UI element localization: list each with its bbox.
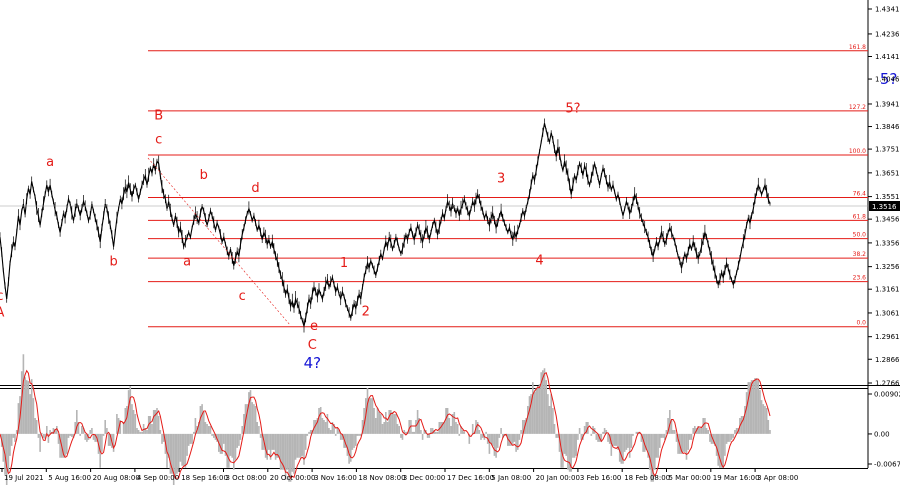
price-tick-label: 1.2866 bbox=[875, 356, 900, 364]
osc-tick-label: 0.00 bbox=[874, 430, 890, 438]
time-tick-label: 5 Mar 00:00 bbox=[669, 474, 711, 482]
price-axis: 1.4341 1.4236 1.4141 1.4046 1.3941 1.3846 1.37… bbox=[868, 6, 900, 388]
price-tick-label: 1.2961 bbox=[875, 333, 900, 341]
price-tick-label: 1.3941 bbox=[875, 100, 900, 108]
time-tick-label: 5 Aug 16:00 bbox=[48, 474, 91, 482]
time-tick-label: 3 Nov 16:00 bbox=[314, 474, 357, 482]
price-tick-label: 1.3651 bbox=[875, 169, 900, 177]
price-tick-label: 1.4341 bbox=[875, 6, 900, 14]
wave-label: 4? bbox=[304, 354, 322, 372]
current-price-box bbox=[869, 201, 900, 211]
price-tick-label: 1.3751 bbox=[875, 146, 900, 154]
time-tick-label: 18 Feb 08:00 bbox=[624, 474, 670, 482]
time-tick-label: 3 Dec 00:00 bbox=[403, 474, 446, 482]
time-tick-label: 18 Nov 08:00 bbox=[358, 474, 405, 482]
osc-tick-label: -0.00679 bbox=[874, 461, 900, 469]
price-tick-label: 1.3846 bbox=[875, 123, 900, 131]
wave-label: a bbox=[183, 255, 191, 270]
price-tick-label: 1.3256 bbox=[875, 263, 900, 271]
price-tick-label: 1.3456 bbox=[875, 216, 900, 224]
wave-label: 3 bbox=[497, 172, 505, 187]
time-tick-label: 19 Jul 2021 bbox=[4, 474, 44, 482]
time-tick-label: 3 Feb 16:00 bbox=[580, 474, 621, 482]
fib-level-label: 127.2 bbox=[849, 104, 866, 111]
wave-label: b bbox=[200, 168, 208, 183]
osc-tick-label: 0.00902 bbox=[874, 391, 900, 399]
oscillator-axis: 0.00902 0.00 -0.00679 bbox=[868, 391, 900, 469]
wave-c-diagonal bbox=[147, 157, 291, 326]
time-tick-label: 3 Oct 08:00 bbox=[226, 474, 267, 482]
fibonacci-levels: 161.8 127.2 100.0 76.4 61.8 50.0 38.2 23.6 0.0 bbox=[148, 44, 868, 328]
time-tick-label: 4 Sep 00:00 bbox=[137, 474, 179, 482]
wave-label: A bbox=[0, 306, 5, 321]
fib-level-label: 100.0 bbox=[849, 148, 866, 155]
fib-level-label: 23.6 bbox=[853, 275, 867, 282]
wave-label: e bbox=[310, 319, 318, 334]
price-tick-label: 1.4236 bbox=[875, 30, 900, 38]
time-tick-label: 20 Jan 00:00 bbox=[536, 474, 580, 482]
price-panel bbox=[0, 0, 868, 385]
fib-level-label: 76.4 bbox=[853, 191, 867, 198]
time-tick-label: 3 Apr 08:00 bbox=[757, 474, 798, 482]
time-tick-label: 18 Sep 16:00 bbox=[181, 474, 228, 482]
fib-level-label: 50.0 bbox=[853, 232, 867, 239]
time-tick-label: 5 Jan 08:00 bbox=[491, 474, 531, 482]
wave-label: c bbox=[0, 289, 4, 304]
time-tick-label: 17 Dec 16:00 bbox=[447, 474, 494, 482]
wave-label: d bbox=[251, 181, 259, 196]
price-tick-label: 1.4141 bbox=[875, 53, 900, 61]
price-tick-label: 1.2766 bbox=[875, 380, 900, 388]
time-tick-label: 20 Oct 00:00 bbox=[270, 474, 316, 482]
wave-label: 5? bbox=[565, 101, 580, 116]
price-tick-label: 1.4046 bbox=[875, 76, 900, 84]
wave-label: C bbox=[308, 338, 317, 353]
price-tick-label: 1.3551 bbox=[875, 193, 900, 201]
current-price-label: 1.3516 bbox=[872, 203, 897, 211]
price-tick-label: 1.3356 bbox=[875, 239, 900, 247]
oscillator-signal-line bbox=[0, 369, 771, 480]
wave-label: 5? bbox=[880, 70, 898, 88]
time-tick-label: 19 Mar 16:00 bbox=[713, 474, 760, 482]
wave-label: c bbox=[239, 289, 246, 304]
wave-label: B bbox=[154, 109, 163, 124]
price-tick-label: 1.3061 bbox=[875, 309, 900, 317]
fib-level-label: 38.2 bbox=[853, 251, 867, 258]
oscillator-panel bbox=[0, 354, 771, 485]
wave-label: 4 bbox=[535, 254, 543, 269]
fib-level-label: 61.8 bbox=[853, 213, 867, 220]
wave-label: 2 bbox=[362, 305, 370, 320]
time-axis: 19 Jul 2021 5 Aug 16:00 20 Aug 08:004 Sep … bbox=[1, 468, 798, 482]
fib-level-label: 161.8 bbox=[849, 44, 866, 51]
price-tick-label: 1.3161 bbox=[875, 286, 900, 294]
wave-label: a bbox=[46, 155, 54, 170]
wave-label: c bbox=[155, 132, 162, 147]
time-tick-label: 20 Aug 08:00 bbox=[93, 474, 140, 482]
wave-label: b bbox=[109, 255, 117, 270]
fib-level-label: 0.0 bbox=[856, 320, 866, 327]
wave-label: 1 bbox=[340, 256, 348, 271]
